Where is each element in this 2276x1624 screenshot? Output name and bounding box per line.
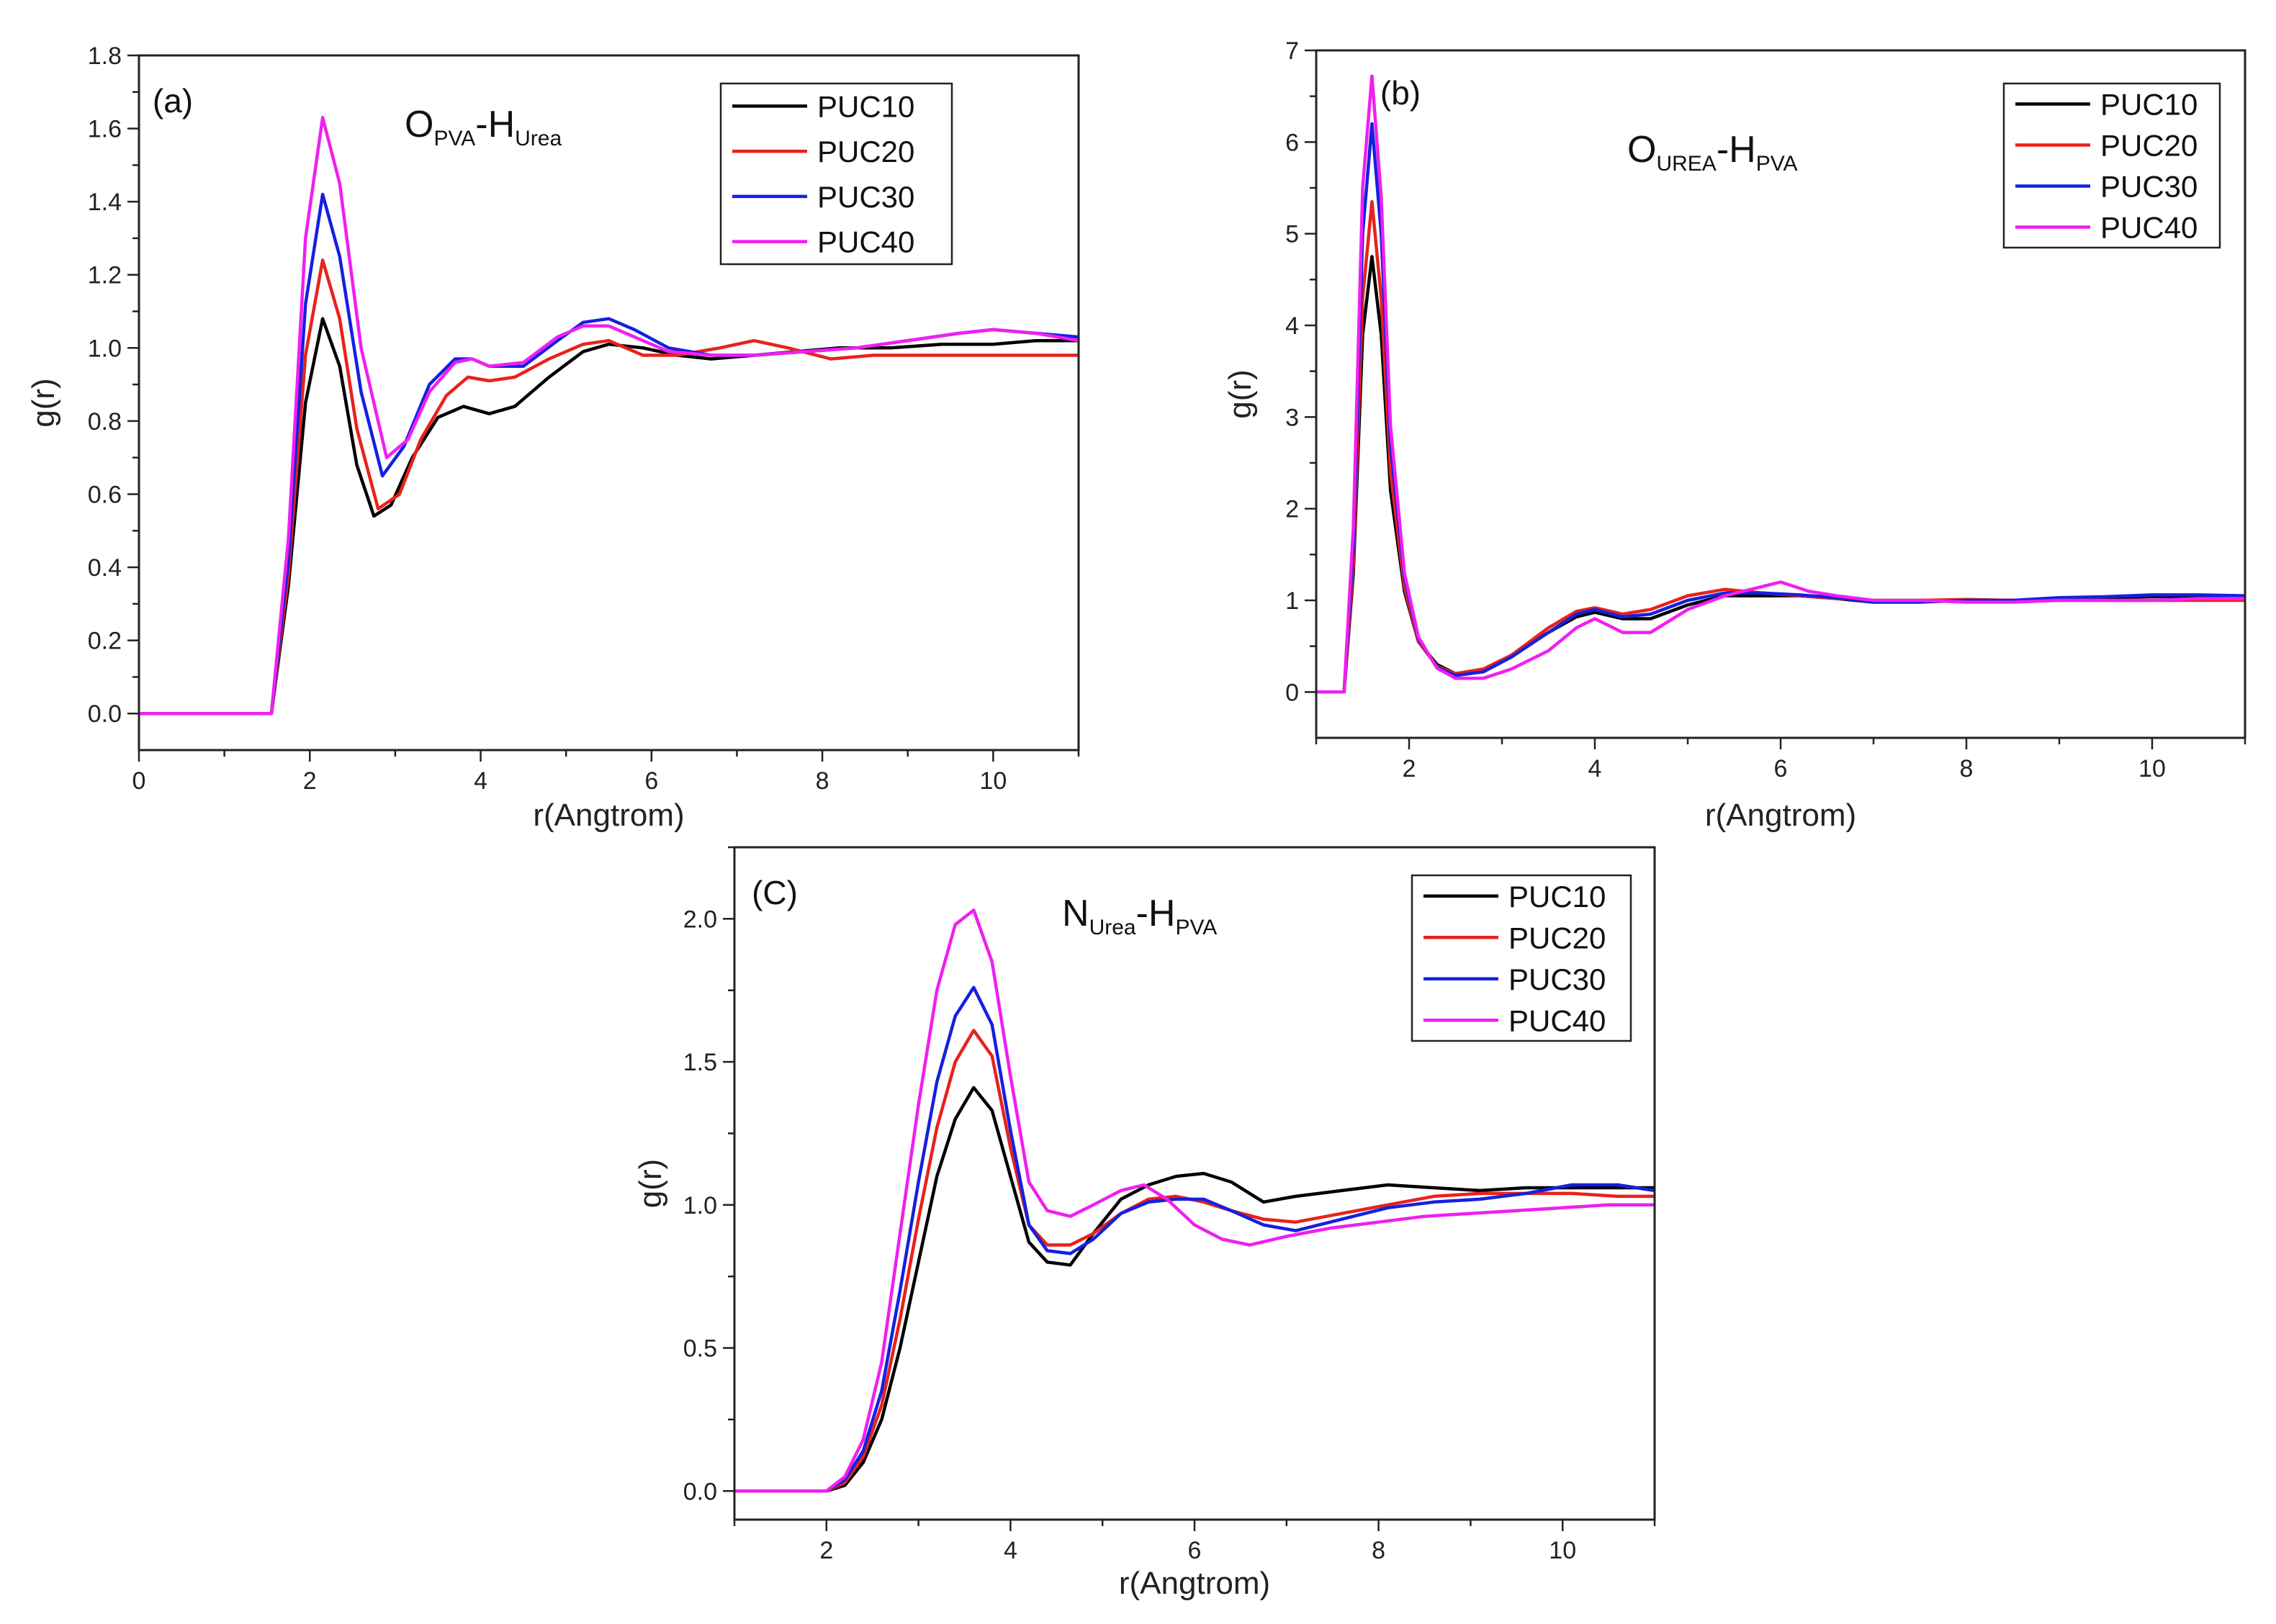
y-axis-title: g(r) — [26, 378, 61, 427]
x-tick-label: 8 — [1372, 1537, 1385, 1564]
panel-label: (b) — [1380, 74, 1421, 112]
annotation-left-main: O — [405, 104, 433, 145]
y-tick-label: 1.0 — [88, 335, 122, 362]
annotation-left-sub: Urea — [1089, 916, 1136, 939]
y-axis-title: g(r) — [633, 1159, 668, 1208]
y-tick-label: 0.0 — [88, 700, 122, 728]
x-tick-label: 0 — [132, 767, 146, 795]
x-tick-label: 8 — [1960, 755, 1974, 782]
legend-label: PUC20 — [1508, 921, 1606, 955]
y-tick-label: 0.6 — [88, 481, 122, 508]
panel-label: (C) — [752, 874, 798, 911]
pair-annotation: OPVA-HUrea — [405, 104, 562, 150]
annotation-dash: -H — [475, 104, 515, 145]
x-tick-label: 4 — [474, 767, 487, 795]
legend-label: PUC40 — [817, 225, 914, 259]
x-tick-label: 4 — [1004, 1537, 1017, 1564]
x-tick-label: 2 — [819, 1537, 833, 1564]
legend-box — [719, 82, 953, 266]
legend-box — [1411, 874, 1632, 1042]
series-line-puc40 — [1316, 74, 2245, 694]
annotation-right-sub: PVA — [1756, 152, 1798, 176]
x-tick-label: 6 — [644, 767, 658, 795]
legend-label: PUC20 — [817, 135, 914, 168]
y-tick-label: 2.0 — [683, 906, 717, 933]
legend-box — [2002, 82, 2221, 249]
panel-label: (a) — [153, 82, 193, 119]
y-tick-label: 7 — [1285, 37, 1299, 65]
series-lines — [139, 116, 1079, 716]
series-line-puc40 — [139, 116, 1079, 716]
annotation-right-sub: Urea — [515, 127, 562, 150]
y-tick-label: 0 — [1285, 679, 1299, 706]
y-tick-label: 1.4 — [88, 189, 122, 216]
x-axis-title: r(Angtrom) — [533, 798, 684, 833]
y-tick-label: 0.8 — [88, 408, 122, 436]
legend-label: PUC20 — [2100, 129, 2198, 163]
y-tick-label: 0.5 — [683, 1335, 717, 1363]
annotation-left-sub: PVA — [433, 127, 475, 150]
y-tick-label: 0.2 — [88, 628, 122, 655]
x-tick-label: 8 — [816, 767, 829, 795]
series-line-puc20 — [734, 1029, 1655, 1493]
series-line-puc10 — [734, 1086, 1655, 1493]
x-tick-label: 2 — [1403, 755, 1416, 782]
x-tick-label: 4 — [1588, 755, 1602, 782]
series-line-puc20 — [139, 258, 1079, 716]
y-axis-title: g(r) — [1223, 369, 1258, 418]
x-tick-label: 10 — [2138, 755, 2166, 782]
x-tick-label: 6 — [1774, 755, 1788, 782]
legend-label: PUC10 — [817, 89, 914, 123]
panel-c-chart: 2 4 6 8 10 0.0 0.5 1.0 1.5 2.0 r(Angtrom) g(r) (C) NU… — [633, 846, 1656, 1601]
y-tick-label: 1.6 — [88, 116, 122, 143]
panel-a-chart: 0 2 4 6 8 10 0.0 0.2 0.4 0.6 0.8 1.0 1.2 1.4 1.6 1.8 r(A… — [26, 42, 1080, 833]
y-tick-label: 1.0 — [683, 1192, 717, 1219]
x-tick-label: 10 — [1549, 1537, 1576, 1564]
series-line-puc30 — [734, 985, 1655, 1493]
legend-label: PUC30 — [1508, 962, 1606, 996]
legend-label: PUC40 — [1508, 1003, 1606, 1037]
annotation-dash: -H — [1717, 129, 1756, 171]
x-axis-title: r(Angtrom) — [1705, 798, 1856, 833]
legend-label: PUC10 — [1508, 880, 1606, 914]
y-tick-label: 2 — [1285, 496, 1299, 523]
pair-annotation: NUrea-HPVA — [1062, 893, 1217, 939]
annotation-left-sub: UREA — [1656, 152, 1716, 176]
y-tick-label: 6 — [1285, 129, 1299, 156]
series-lines — [1316, 74, 2245, 694]
y-tick-label: 1.5 — [683, 1049, 717, 1076]
y-tick-label: 1 — [1285, 587, 1299, 615]
plot-frame — [138, 54, 1080, 752]
legend-label: PUC30 — [817, 180, 914, 214]
x-tick-label: 10 — [979, 767, 1007, 795]
annotation-right-sub: PVA — [1175, 916, 1217, 939]
legend-label: PUC10 — [2100, 88, 2198, 122]
annotation-dash: -H — [1136, 893, 1176, 934]
y-tick-label: 4 — [1285, 312, 1299, 340]
panel-b-chart: 2 4 6 8 10 0 1 2 3 4 5 6 7 r(Angtrom) g(r) (b) OUREA-HPV… — [1223, 37, 2246, 833]
y-tick-label: 3 — [1285, 404, 1299, 431]
series-line-puc40 — [734, 908, 1655, 1493]
y-tick-label: 0.4 — [88, 554, 122, 582]
annotation-left-main: O — [1627, 129, 1656, 171]
legend-label: PUC30 — [2100, 170, 2198, 204]
x-tick-label: 6 — [1188, 1537, 1202, 1564]
x-axis-title: r(Angtrom) — [1119, 1566, 1270, 1601]
y-tick-label: 1.2 — [88, 262, 122, 289]
legend-label: PUC40 — [2100, 211, 2198, 245]
series-lines — [734, 908, 1655, 1493]
x-tick-label: 2 — [303, 767, 317, 795]
pair-annotation: OUREA-HPVA — [1627, 129, 1798, 176]
annotation-left-main: N — [1062, 893, 1089, 934]
y-tick-label: 5 — [1285, 221, 1299, 248]
y-tick-label: 0.0 — [683, 1478, 717, 1505]
y-tick-label: 1.8 — [88, 42, 122, 70]
